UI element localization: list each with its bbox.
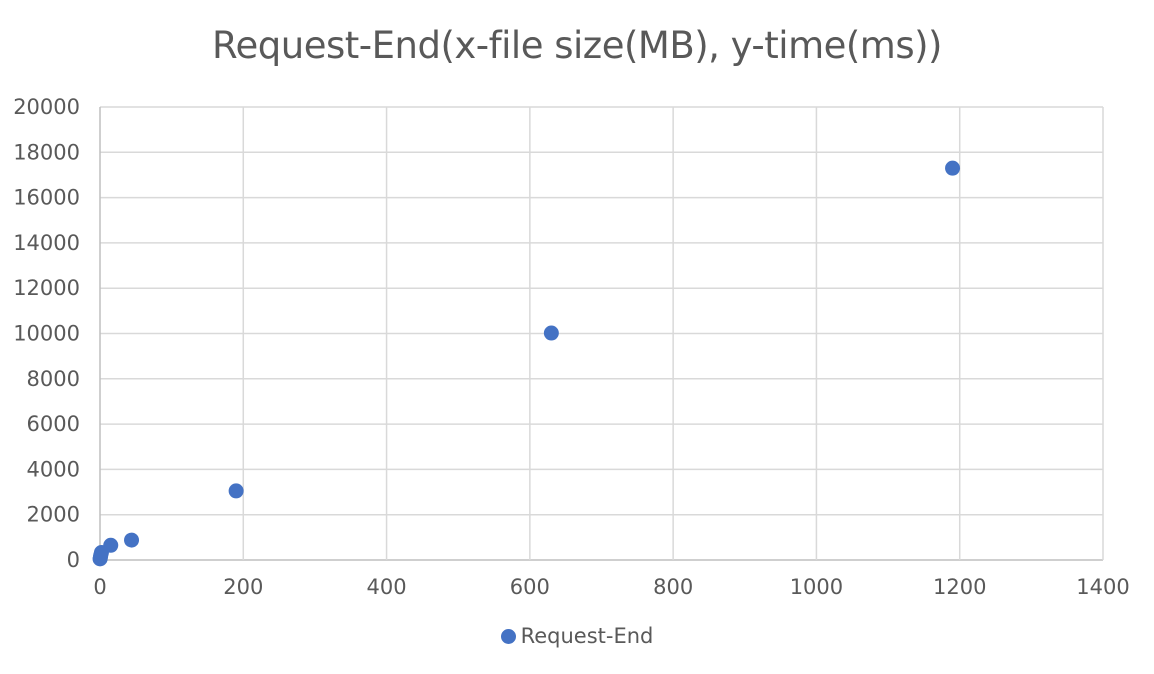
y-tick-label-6000: 6000 (27, 412, 80, 436)
y-tick-label-14000: 14000 (13, 231, 80, 255)
y-tick-label-16000: 16000 (13, 186, 80, 210)
x-tick-label-1400: 1400 (1076, 575, 1129, 599)
data-point-0-8 (945, 160, 961, 176)
y-tick-label-0: 0 (67, 548, 80, 572)
legend: Request-End (0, 624, 1154, 648)
y-tick-label-4000: 4000 (27, 457, 80, 481)
x-tick-label-1000: 1000 (790, 575, 843, 599)
legend-label-request-end: Request-End (520, 624, 654, 648)
legend-marker-request-end (500, 628, 516, 644)
y-tick-label-18000: 18000 (13, 140, 80, 164)
x-tick-label-800: 800 (653, 575, 693, 599)
x-tick-label-1200: 1200 (933, 575, 986, 599)
y-tick-label-12000: 12000 (13, 276, 80, 300)
y-tick-label-20000: 20000 (13, 95, 80, 119)
data-point-0-6 (228, 483, 244, 499)
data-point-0-4 (103, 537, 119, 553)
x-tick-label-200: 200 (223, 575, 263, 599)
chart-title: Request-End(x-file size(MB), y-time(ms)) (211, 24, 943, 67)
data-point-0-5 (124, 532, 140, 548)
data-point-0-7 (543, 325, 559, 341)
x-tick-label-400: 400 (367, 575, 407, 599)
y-tick-label-10000: 10000 (13, 322, 80, 346)
y-tick-label-8000: 8000 (27, 367, 80, 391)
y-tick-label-2000: 2000 (27, 503, 80, 527)
x-tick-label-0: 0 (93, 575, 106, 599)
x-tick-label-600: 600 (510, 575, 550, 599)
